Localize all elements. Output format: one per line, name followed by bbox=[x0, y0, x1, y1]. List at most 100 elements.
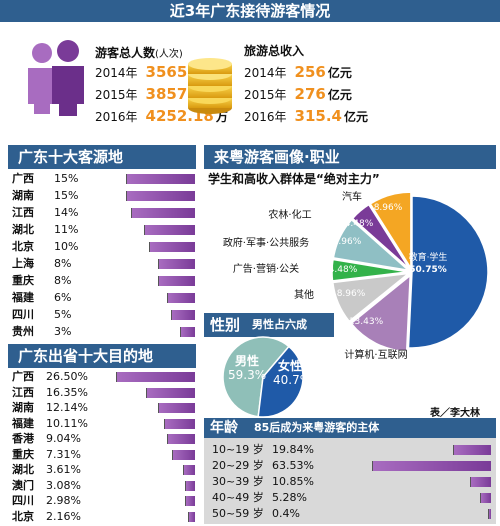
occupation-category-label: 其他 bbox=[294, 288, 314, 301]
age-title: 年龄 bbox=[210, 420, 238, 436]
destinations-header: 广东出省十大目的地 bbox=[8, 344, 196, 368]
age-name: 40~49 岁 bbox=[212, 491, 264, 504]
occupation-category-label: 政府·军事·公共服务 bbox=[223, 236, 309, 249]
occupation-percent-label: 8.96% bbox=[333, 237, 362, 247]
income-year: 2015年 bbox=[244, 88, 287, 102]
visitors-year: 2016年 bbox=[95, 110, 138, 124]
sources-name: 上海 bbox=[12, 257, 34, 270]
destinations-bar bbox=[185, 496, 195, 506]
sources-row: 重庆 8% bbox=[8, 272, 196, 289]
sources-bar bbox=[171, 310, 195, 320]
profile-subtitle: 学生和高收入群体是“绝对主力” bbox=[208, 172, 380, 186]
age-subtitle: 85后成为来粤游客的主体 bbox=[254, 421, 380, 434]
occupation-percent-label: 8.96% bbox=[337, 289, 366, 299]
coins-icon bbox=[188, 58, 232, 114]
sources-name: 湖北 bbox=[12, 223, 34, 236]
sources-value: 15% bbox=[54, 172, 79, 185]
destinations-value: 10.11% bbox=[46, 416, 88, 430]
destinations-bar bbox=[187, 511, 195, 522]
destinations-value: 26.50% bbox=[46, 370, 88, 383]
destinations-bar bbox=[158, 403, 195, 413]
occupation-slice bbox=[350, 273, 412, 353]
destinations-name: 北京 bbox=[12, 509, 34, 523]
age-value: 63.53% bbox=[272, 459, 314, 472]
occupation-slice bbox=[407, 195, 489, 349]
top-banner bbox=[0, 0, 500, 22]
occupation-category-label: 教育·学生 bbox=[409, 251, 448, 263]
destinations-value: 7.31% bbox=[46, 447, 81, 461]
gender-slice bbox=[222, 336, 290, 418]
sources-value: 15% bbox=[54, 189, 79, 202]
sources-header: 广东十大客源地 bbox=[8, 145, 196, 169]
female-value: 40.7% bbox=[273, 373, 312, 387]
sources-bar bbox=[126, 174, 195, 184]
destinations-row: 澳门 3.08% bbox=[8, 477, 196, 494]
income-year: 2016年 bbox=[244, 110, 287, 124]
sources-name: 广西 bbox=[12, 172, 34, 185]
income-value: 256 bbox=[294, 63, 326, 81]
sources-value: 8% bbox=[54, 274, 72, 287]
age-name: 10~19 岁 bbox=[212, 443, 264, 456]
gender-slice bbox=[257, 345, 304, 418]
sources-row: 广西 15% bbox=[8, 170, 196, 187]
sources-value: 3% bbox=[54, 325, 72, 338]
age-bar bbox=[480, 493, 491, 503]
sources-row: 上海 8% bbox=[8, 255, 196, 272]
visitors-unit: 万 bbox=[215, 110, 228, 124]
occupation-category-label: 广告·营销·公关 bbox=[233, 262, 299, 275]
gender-header bbox=[204, 313, 334, 337]
age-row: 10~19 岁 19.84% bbox=[204, 442, 496, 458]
visitors-title-unit: (人次) bbox=[155, 49, 183, 60]
destinations-name: 澳门 bbox=[12, 478, 34, 492]
sources-row: 湖南 15% bbox=[8, 187, 196, 204]
sources-value: 11% bbox=[54, 223, 79, 236]
gender-subtitle: 男性占六成 bbox=[252, 318, 307, 331]
sources-value: 5% bbox=[54, 308, 72, 321]
occupation-category-label: 汽车 bbox=[342, 190, 362, 203]
sources-value: 14% bbox=[54, 206, 79, 219]
destinations-value: 9.04% bbox=[46, 432, 81, 445]
destinations-name: 湖南 bbox=[12, 401, 34, 414]
destinations-bar bbox=[184, 480, 195, 491]
age-chart: 10~19 岁 19.84% 20~29 岁 63.53% 30~39 岁 10.85% 4… bbox=[204, 442, 496, 522]
income-unit: 亿元 bbox=[344, 110, 369, 124]
occupation-slice bbox=[369, 191, 412, 271]
income-value: 276 bbox=[294, 85, 326, 103]
income-unit: 亿元 bbox=[327, 88, 352, 102]
destinations-row: 重庆 7.31% bbox=[8, 446, 196, 463]
sources-name: 江西 bbox=[12, 206, 34, 219]
destinations-name: 广西 bbox=[12, 370, 34, 383]
sources-value: 6% bbox=[54, 291, 72, 304]
destinations-bar bbox=[116, 372, 195, 382]
occupation-category-label: 农林·化工 bbox=[268, 208, 311, 221]
destinations-chart: 广西 26.50% 江西 16.35% 湖南 12.14% 福建 10.11% 香港 9.04% 重… bbox=[8, 368, 196, 523]
gender-title: 性别 bbox=[210, 316, 241, 334]
age-value: 10.85% bbox=[272, 475, 314, 488]
destinations-value: 16.35% bbox=[46, 385, 88, 399]
age-header bbox=[204, 418, 496, 438]
destinations-row: 福建 10.11% bbox=[8, 415, 196, 432]
income-row: 2016年 315.4 亿元 bbox=[244, 106, 368, 125]
occupation-category-label: 计算机·互联网 bbox=[344, 348, 407, 361]
destinations-row: 四川 2.98% bbox=[8, 492, 196, 509]
destinations-row: 湖北 3.61% bbox=[8, 461, 196, 478]
sources-bar bbox=[144, 225, 195, 235]
destinations-bar bbox=[172, 449, 195, 460]
sources-bar bbox=[126, 191, 195, 201]
destinations-row: 湖南 12.14% bbox=[8, 399, 196, 416]
destinations-bar bbox=[167, 434, 195, 444]
age-bar bbox=[488, 509, 491, 519]
sources-chart: 广西 15% 湖南 15% 江西 14% 湖北 11% 北京 10% 上海 8% 重庆 8% 福建 6% 四川 5… bbox=[8, 170, 196, 342]
visitors-title: 游客总人数 bbox=[95, 46, 156, 60]
sources-row: 湖北 11% bbox=[8, 221, 196, 238]
destinations-name: 香港 bbox=[12, 432, 34, 445]
destinations-row: 香港 9.04% bbox=[8, 430, 196, 447]
age-value: 0.4% bbox=[272, 507, 300, 520]
destinations-row: 北京 2.16% bbox=[8, 508, 196, 525]
age-bar bbox=[453, 445, 491, 455]
profile-header: 来粤游客画像·职业 bbox=[204, 145, 496, 169]
occupation-slice bbox=[332, 218, 411, 272]
destinations-name: 福建 bbox=[12, 416, 34, 430]
destinations-name: 江西 bbox=[12, 385, 34, 399]
age-name: 50~59 岁 bbox=[212, 507, 264, 520]
